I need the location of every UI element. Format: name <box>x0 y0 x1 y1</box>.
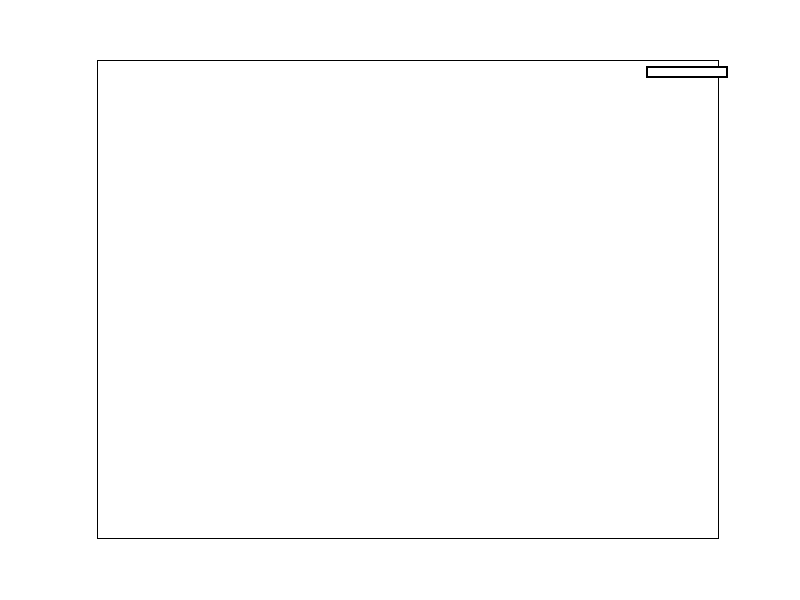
plot-area <box>97 60 719 539</box>
legend <box>646 66 728 78</box>
